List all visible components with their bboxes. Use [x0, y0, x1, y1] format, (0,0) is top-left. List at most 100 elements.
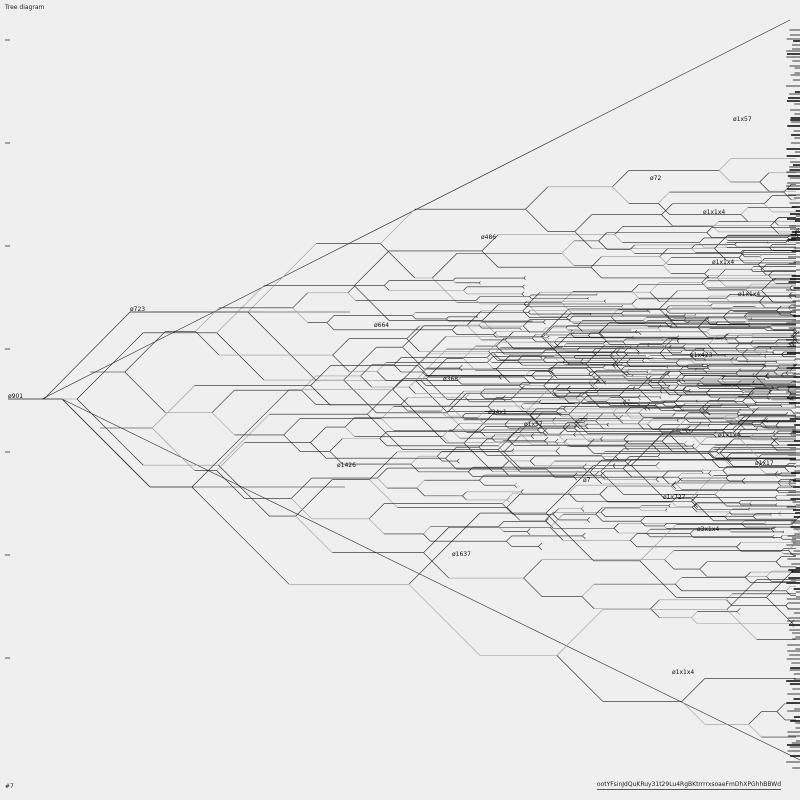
- tree-edge: [780, 550, 784, 555]
- tree-edge: [402, 325, 425, 348]
- tree-edge: [691, 248, 696, 253]
- tree-edge: [541, 349, 546, 355]
- tree-edge: [561, 302, 574, 315]
- tree-edge: [487, 406, 497, 416]
- tree-edge: [661, 214, 673, 226]
- tree-edge: [716, 447, 720, 452]
- tree-edge: [475, 296, 481, 301]
- tree-edge: [600, 512, 606, 517]
- tree-edge: [602, 343, 607, 348]
- tree-edge: [292, 307, 308, 323]
- tree-edge: [726, 609, 757, 640]
- tree-edge: [729, 511, 733, 516]
- tree-edge: [612, 186, 630, 204]
- tree-edge: [592, 351, 596, 356]
- tree-edge: [589, 313, 592, 316]
- tree-edge: [478, 282, 481, 285]
- tree-edge: [503, 451, 521, 469]
- tree-edge: [595, 412, 604, 422]
- tree-edge: [595, 507, 603, 515]
- tree-edge: [480, 426, 486, 432]
- tree-edge: [759, 424, 764, 428]
- tree-edge: [750, 266, 754, 270]
- tree-edge: [676, 340, 680, 343]
- tree-edge: [659, 395, 662, 398]
- tree-edge: [679, 431, 683, 435]
- tree-edge: [568, 492, 577, 502]
- tree-edge: [656, 405, 662, 411]
- tree-edge: [620, 305, 623, 307]
- tree-edge: [381, 418, 394, 432]
- tree-edge: [614, 226, 623, 235]
- tree-edge: [406, 338, 420, 352]
- tree-edge: [558, 435, 571, 447]
- tree-edge: [369, 451, 398, 480]
- tree-edge: [704, 273, 710, 279]
- node-label: ø72: [650, 175, 661, 182]
- tree-edge: [529, 456, 535, 462]
- tree-edge: [738, 500, 742, 503]
- tree-edge: [546, 468, 555, 478]
- tree-edge: [658, 191, 670, 204]
- tree-edge: [629, 346, 633, 349]
- tree-edge: [697, 327, 709, 338]
- tree-edge: [541, 336, 569, 365]
- tree-edge: [770, 444, 778, 452]
- tree-edge: [491, 437, 496, 442]
- tree-edge: [600, 507, 606, 513]
- tree-edge: [649, 291, 660, 302]
- tree-edge: [769, 346, 772, 349]
- tree-edge: [76, 332, 144, 400]
- tree-edge: [449, 405, 465, 421]
- tree-edge: [292, 292, 308, 308]
- tree-edge: [747, 509, 750, 512]
- tree-edge: [652, 358, 654, 360]
- tree-edge: [772, 534, 775, 538]
- tree-edge: [706, 366, 710, 370]
- tree-edge: [662, 476, 670, 484]
- tree-edge: [566, 385, 571, 390]
- tree-edge: [498, 526, 504, 532]
- tree-edge: [571, 334, 575, 338]
- tree-edge: [729, 356, 735, 361]
- tree-edge: [543, 321, 546, 325]
- tree-edge: [748, 407, 751, 410]
- tree-edge: [738, 422, 745, 430]
- tree-edge: [623, 439, 629, 445]
- tree-edge: [589, 313, 592, 315]
- tree-edge: [631, 284, 640, 292]
- tree-edge: [478, 281, 481, 284]
- tree-edge: [498, 376, 502, 380]
- tree-edge: [790, 405, 796, 411]
- tree-edge: [501, 460, 509, 469]
- tree-edge: [674, 583, 683, 592]
- tree-edge: [151, 427, 195, 471]
- tree-edge: [291, 477, 312, 499]
- tree-edge: [630, 249, 635, 254]
- tree-edge: [563, 392, 570, 398]
- tree-edge: [622, 399, 626, 403]
- tree-edge: [622, 468, 633, 478]
- tree-edge: [782, 531, 784, 534]
- tree-edge: [671, 486, 676, 491]
- tree-edge: [672, 413, 676, 417]
- tree-edge: [725, 474, 730, 479]
- tree-edge: [426, 378, 448, 400]
- tree-edge: [216, 332, 265, 381]
- tree-edge: [724, 244, 728, 248]
- tree-edge: [706, 227, 713, 233]
- tree-edge: [661, 203, 673, 215]
- tree-edge: [463, 442, 493, 472]
- tree-edge: [785, 240, 788, 243]
- tree-edge: [478, 447, 488, 456]
- tree-edge: [456, 458, 460, 462]
- tree-edge: [519, 385, 523, 389]
- tree-edge: [780, 535, 783, 538]
- tree-edge: [747, 394, 756, 403]
- footer-id-link[interactable]: ootYFsinJdQuKRuy31t29Lu4RgBKtrrrrxsoaeFm…: [596, 781, 781, 790]
- tree-edge: [218, 413, 270, 466]
- tree-edge: [573, 434, 576, 437]
- tree-edge: [687, 320, 691, 324]
- tree-edge: [790, 433, 793, 436]
- tree-edge: [659, 352, 667, 360]
